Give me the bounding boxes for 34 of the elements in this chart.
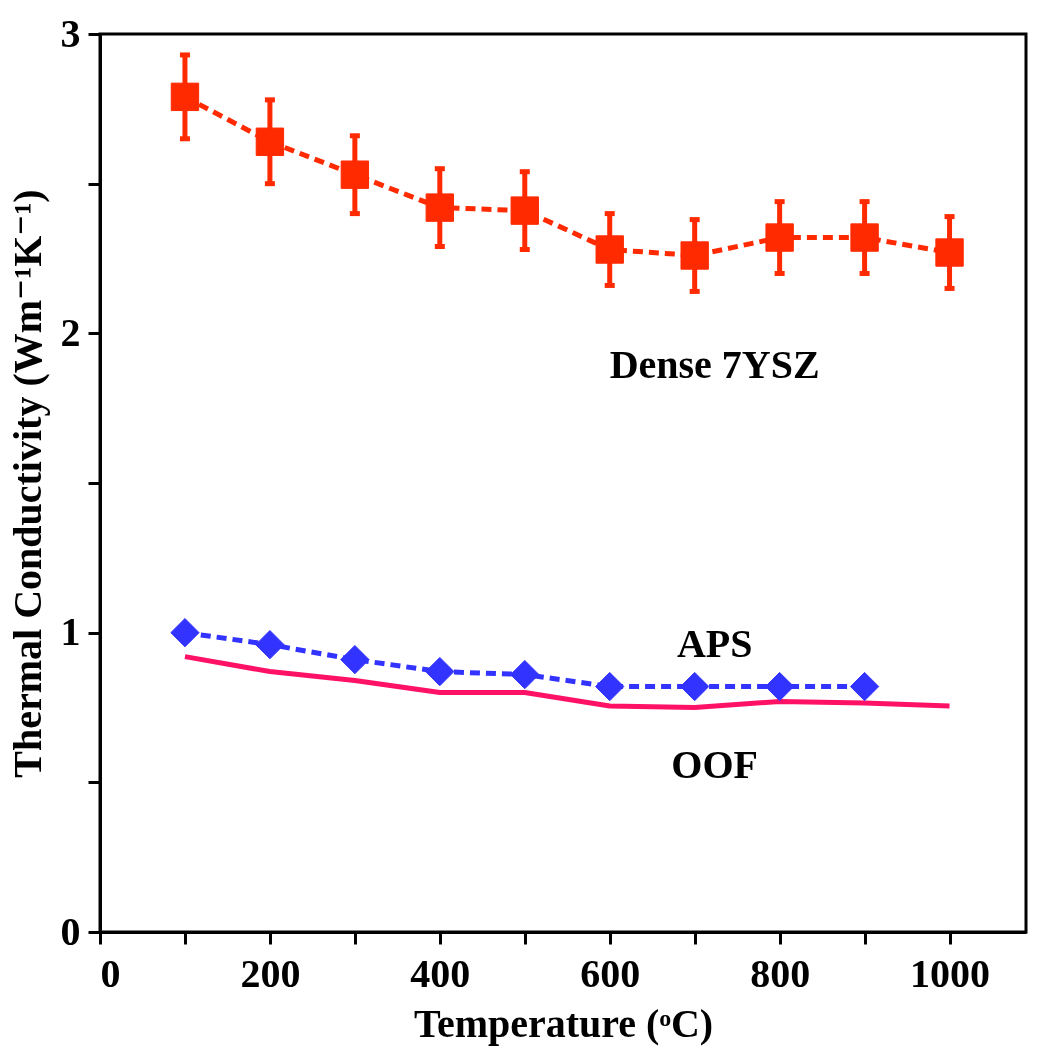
point [595,235,624,264]
x-tick-label: 400 [410,950,471,996]
point [425,656,455,687]
y-axis-title: Thermal Conductivity (Wm⁻¹K⁻¹) [4,189,50,778]
point [935,238,964,267]
point [510,196,539,225]
point [170,82,200,112]
series-label: Dense 7YSZ [609,341,820,387]
x-axis-title: Temperature (ᵒC) [413,1000,714,1046]
point [255,127,285,156]
x-tick-label: 200 [240,950,301,996]
x-tick-label: 1000 [910,950,991,996]
series-label: OOF [671,741,759,787]
y-tick-label: 1 [60,609,81,655]
series-label: APS [676,620,753,666]
point [340,644,370,675]
point [170,618,200,648]
x-tick-label: 600 [580,950,641,996]
point [255,630,285,660]
y-tick-label: 2 [60,309,81,355]
point [764,671,795,702]
point [340,160,370,189]
point [595,671,625,702]
point [680,671,710,702]
point [425,193,455,222]
y-tick-label: 0 [60,908,81,954]
point [765,223,794,252]
x-tick-label: 800 [750,950,811,996]
point [849,671,880,702]
point [850,223,879,252]
point [680,241,709,270]
x-tick-label: 0 [100,950,121,996]
y-tick-label: 3 [60,10,81,56]
point [510,659,540,690]
